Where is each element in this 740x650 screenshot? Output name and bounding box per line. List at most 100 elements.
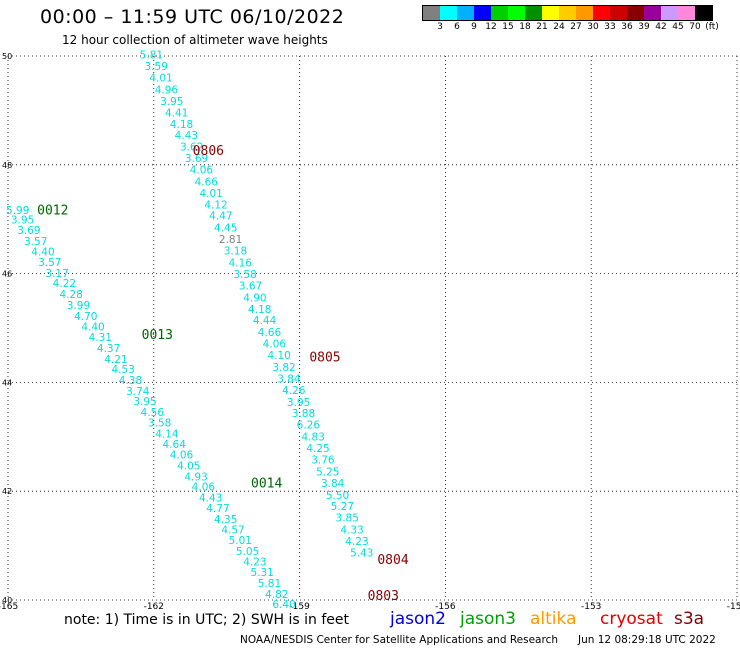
color-scale-label: (ft)	[705, 22, 719, 32]
swh-value: 4.18	[170, 119, 193, 131]
color-scale-label: 15	[502, 22, 514, 32]
swh-value: 3.88	[292, 408, 315, 420]
swh-value: 4.57	[221, 525, 244, 537]
swh-value: 4.01	[149, 73, 172, 85]
track-time-label: 0803	[368, 589, 399, 604]
swh-value: 4.82	[265, 589, 288, 601]
color-scale-cell	[593, 6, 610, 20]
swh-value: 3.58	[233, 269, 256, 281]
timestamp: Jun 12 08:29:18 UTC 2022	[578, 634, 716, 646]
swh-value: 5.25	[316, 466, 339, 478]
color-scale-label: 39	[638, 22, 650, 32]
swh-value: 3.17	[45, 268, 68, 280]
swh-value: 5.31	[250, 567, 273, 579]
color-scale-label: 9	[471, 22, 477, 32]
chart-subtitle: 12 hour collection of altimeter wave hei…	[62, 33, 328, 47]
swh-value: 3.69	[17, 225, 40, 237]
color-scale-cell	[576, 6, 593, 20]
swh-value: 3.84	[277, 373, 301, 385]
swh-value: 4.53	[111, 364, 134, 376]
color-scale-cell	[678, 6, 695, 20]
x-tick-label: -156	[435, 602, 456, 612]
swh-value: 4.18	[248, 304, 271, 316]
swh-value: 5.01	[229, 535, 252, 547]
legend-jason3: jason3	[460, 609, 516, 629]
swh-value: 4.06	[170, 450, 194, 462]
x-tick-label: -162	[144, 602, 164, 612]
chart-title: 00:00 – 11:59 UTC 06/10/2022	[40, 6, 345, 28]
swh-value: 4.47	[209, 211, 232, 223]
color-scale-label: 33	[604, 22, 616, 32]
swh-value: 4.25	[306, 443, 329, 455]
color-scale-label: 70	[689, 22, 701, 32]
swh-value: 5.27	[331, 501, 354, 513]
track-time-label: 0013	[142, 328, 173, 343]
x-tick-label: -150	[727, 602, 740, 612]
swh-value: 5.05	[236, 546, 259, 558]
swh-value: 3.67	[239, 280, 262, 292]
swh-value: 4.93	[184, 471, 207, 483]
swh-value: 4.28	[59, 289, 82, 301]
color-scale-cell	[542, 6, 559, 20]
y-tick-label: 42	[2, 487, 12, 496]
color-scale-label: 36	[621, 22, 633, 32]
legend-s3a: s3a	[674, 609, 705, 629]
swh-value: 4.66	[258, 327, 282, 339]
swh-value: 3.57	[38, 257, 61, 269]
swh-value: 5.99	[6, 205, 29, 217]
color-scale-cell	[491, 6, 508, 20]
track-time-label: 0014	[251, 476, 282, 491]
swh-value: 5.81	[258, 578, 281, 590]
swh-value: 4.96	[155, 85, 179, 97]
color-scale-label: 21	[536, 22, 548, 32]
y-tick-label: 48	[2, 161, 12, 170]
color-scale-label: 12	[485, 22, 497, 32]
x-tick-label: -159	[289, 602, 310, 612]
swh-value: 4.06	[263, 339, 287, 351]
swh-value: 4.56	[141, 407, 165, 419]
legend-altika: altika	[530, 609, 577, 629]
color-scale-label: 18	[519, 22, 531, 32]
color-scale-cell	[627, 6, 644, 20]
swh-value: 3.84	[321, 478, 345, 490]
color-scale-cell	[695, 6, 712, 20]
swh-value: 3.58	[148, 417, 171, 429]
swh-value: 4.12	[204, 199, 227, 211]
swh-value: 4.70	[74, 311, 97, 323]
y-tick-label: 44	[2, 378, 12, 387]
swh-value: 4.90	[243, 292, 266, 304]
swh-value: 4.10	[267, 350, 290, 362]
credit-line: NOAA/NESDIS Center for Satellite Applica…	[240, 634, 558, 646]
track-time-label: 0805	[309, 351, 340, 366]
color-scale-bar	[422, 5, 713, 21]
swh-value: 3.95	[160, 96, 183, 108]
swh-value: 4.14	[155, 428, 179, 440]
color-scale-cell	[610, 6, 627, 20]
footnote: note: 1) Time is in UTC; 2) SWH is in fe…	[64, 612, 350, 628]
swh-value: 4.83	[302, 432, 325, 444]
swh-value: 3.74	[126, 386, 150, 398]
color-scale-cell	[508, 6, 525, 20]
swh-value: 4.37	[97, 343, 120, 355]
swh-value: 4.40	[81, 322, 104, 334]
swh-value: 4.64	[163, 439, 187, 451]
swh-value: 3.85	[336, 513, 359, 525]
swh-value: 3.18	[224, 246, 247, 258]
swh-value: 4.43	[199, 493, 222, 505]
swh-value: 4.23	[345, 536, 368, 548]
swh-value: 4.77	[206, 503, 229, 515]
color-scale-label: 27	[570, 22, 582, 32]
color-scale-label: 24	[553, 22, 565, 32]
swh-value: 3.95	[133, 396, 156, 408]
x-tick-label: -165	[0, 602, 18, 612]
swh-value: 3.95	[287, 397, 310, 409]
swh-value: 4.44	[253, 315, 277, 327]
swh-value: 3.69	[185, 153, 208, 165]
color-scale-cell	[525, 6, 542, 20]
color-scale-cell	[423, 6, 440, 20]
legend-jason2: jason2	[390, 609, 446, 629]
swh-value: 6.26	[297, 420, 321, 432]
color-scale-cell	[457, 6, 474, 20]
swh-value: 6.40	[272, 599, 295, 611]
